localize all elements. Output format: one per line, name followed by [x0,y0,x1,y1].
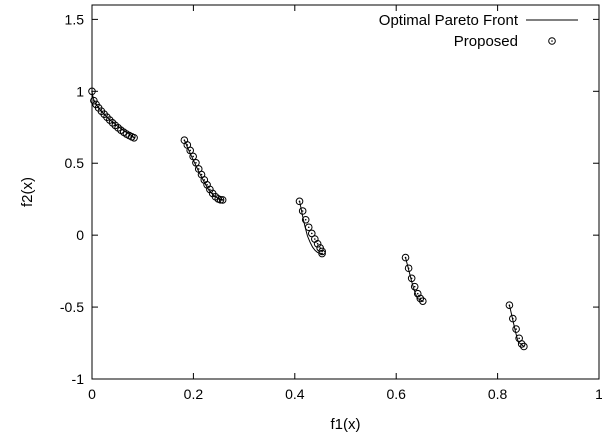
proposed-point-50 [509,314,517,323]
plot-frame [91,4,600,380]
proposed-point-30 [216,195,225,204]
proposed-point-46 [413,289,422,298]
x-tick-label-4: 0.8 [488,386,508,402]
x-tick-label-3: 0.6 [386,386,406,402]
proposed-point-31 [218,196,227,204]
proposed-point-17 [180,136,189,145]
proposed-point-34 [301,215,310,224]
proposed-markers [88,87,528,351]
y-tick-label-5: 1.5 [65,11,85,27]
proposed-point-40 [318,247,326,256]
proposed-point-51 [512,325,520,333]
y-tick-label-3: 0.5 [65,155,85,171]
legend-label-optimal-pareto-front: Optimal Pareto Front [379,12,519,29]
legend-marker-sample [548,37,556,45]
proposed-point-32 [295,197,304,206]
proposed-point-19 [186,146,195,155]
proposed-point-38 [313,239,322,248]
axis-ticks [91,5,600,380]
legend-label-proposed: Proposed [454,33,518,50]
proposed-point-35 [304,223,313,232]
y-tick-label-1: -0.5 [60,299,84,315]
x-tick-label-2: 0.4 [285,386,305,402]
y-tick-label-4: 1 [76,83,84,99]
x-tick-label-1: 0.2 [184,386,204,402]
y-tick-label-0: -1 [72,371,85,387]
proposed-point-20 [189,152,197,161]
proposed-point-41 [318,249,326,258]
proposed-point-54 [520,342,528,351]
proposed-point-36 [307,229,316,238]
front-segment-2 [299,200,323,255]
y-axis-label: f2(x) [19,177,36,207]
legend: Optimal Pareto Front Proposed [379,12,578,50]
proposed-point-16 [130,133,138,142]
proposed-point-49 [505,301,514,310]
proposed-point-44 [407,274,416,283]
x-tick-label-5: 1 [595,386,602,402]
proposed-point-33 [298,207,307,215]
y-tick-label-2: 0 [76,227,84,243]
proposed-point-45 [410,282,419,291]
proposed-point-0 [88,87,96,96]
tick-labels: 0 0.2 0.4 0.6 0.8 1 -1 -0.5 0 0.5 1 1.5 [60,11,602,402]
x-tick-label-0: 0 [88,386,96,402]
proposed-point-43 [404,264,413,273]
proposed-point-21 [192,158,200,167]
optimal-pareto-front-lines [91,91,525,347]
proposed-point-42 [401,253,410,262]
x-axis-label: f1(x) [331,416,361,433]
front-segment-1 [183,140,223,201]
proposed-point-48 [419,297,427,305]
